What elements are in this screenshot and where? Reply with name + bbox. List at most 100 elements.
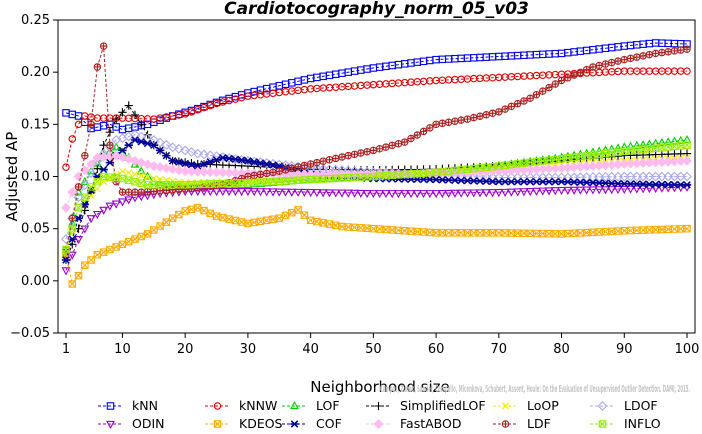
data-point-ldf: [99, 42, 108, 50]
data-point-ldf: [87, 120, 95, 129]
data-point-kdeos: [93, 251, 102, 259]
y-axis-label: Adjusted AP: [3, 132, 21, 222]
y-tick-label: −0.05: [10, 326, 50, 341]
data-point-inflo: [651, 144, 660, 153]
data-point-ldof: [199, 149, 209, 160]
data-point-loop: [137, 172, 145, 180]
data-point-odin: [519, 188, 529, 197]
data-point-fastabod: [217, 167, 228, 178]
data-point-odin: [651, 184, 661, 193]
data-point-odin: [425, 190, 435, 199]
data-point-ldof: [167, 142, 178, 153]
data-point-ldf: [137, 188, 146, 196]
data-point-lof: [312, 174, 322, 183]
data-point-ldf: [131, 188, 139, 196]
data-point-fastabod: [299, 169, 310, 180]
data-point-cof: [243, 157, 253, 165]
legend-label: LDF: [527, 416, 551, 431]
data-point-ldf: [513, 99, 522, 108]
data-point-knn: [288, 79, 296, 87]
data-point-ldf: [551, 80, 560, 88]
data-point-cof: [231, 155, 240, 164]
data-point-ldf: [106, 141, 114, 149]
data-point-ldf: [74, 183, 83, 191]
data-point-ldf: [413, 131, 422, 139]
data-point-odin: [318, 189, 328, 198]
data-point-odin: [538, 187, 548, 196]
data-point-fastabod: [205, 167, 216, 178]
data-point-kdeos: [350, 223, 359, 232]
data-point-loop: [125, 169, 133, 177]
data-point-odin: [274, 188, 284, 197]
data-point-ldf: [570, 71, 578, 79]
data-point-odin: [99, 206, 109, 215]
data-point-odin: [412, 190, 422, 199]
data-point-knnw: [68, 135, 77, 143]
data-point-odin: [601, 186, 610, 195]
data-point-odin: [105, 202, 115, 211]
data-point-odin: [632, 185, 642, 194]
data-point-cof: [118, 146, 127, 155]
legend-item-knnw: kNNW: [205, 398, 277, 413]
data-point-odin: [61, 267, 71, 276]
data-point-lof: [607, 144, 617, 153]
data-point-lof: [638, 140, 648, 149]
data-point-lof: [632, 140, 642, 149]
data-point-ldof: [205, 150, 216, 161]
data-point-knnw: [683, 67, 691, 75]
data-point-odin: [293, 188, 303, 197]
y-tick-label: 0.05: [21, 222, 50, 237]
legend-label: KDEOS: [239, 416, 283, 431]
data-point-kdeos: [300, 211, 309, 219]
data-point-ldf: [651, 49, 660, 58]
data-point-simplifiedlof: [68, 240, 77, 249]
data-point-fastabod: [161, 163, 172, 174]
data-point-odin: [463, 189, 472, 198]
data-point-kdeos: [99, 248, 108, 256]
data-point-lof: [676, 135, 686, 144]
data-point-lof: [651, 138, 661, 147]
data-point-ldf: [495, 108, 503, 116]
data-point-ldf: [394, 139, 403, 148]
data-point-ldf: [595, 61, 603, 70]
data-point-fastabod: [293, 169, 304, 180]
data-point-kdeos: [501, 229, 509, 237]
data-point-kdeos: [193, 204, 202, 212]
data-point-ldf: [400, 138, 409, 146]
data-point-knn: [62, 109, 70, 117]
data-point-odin: [513, 188, 523, 197]
data-point-ldf: [614, 57, 622, 65]
data-point-ldf: [457, 116, 465, 124]
data-point-cof: [162, 151, 171, 160]
data-point-lof: [613, 143, 623, 152]
data-point-kdeos: [331, 221, 340, 230]
data-point-odin: [500, 188, 510, 197]
data-point-odin: [262, 188, 272, 197]
data-point-odin: [588, 186, 598, 195]
data-point-odin: [237, 187, 247, 197]
data-point-inflo: [81, 193, 89, 202]
data-point-kdeos: [570, 229, 578, 238]
data-point-inflo: [131, 177, 139, 186]
data-point-kdeos: [526, 229, 534, 238]
data-point-odin: [619, 185, 629, 195]
x-tick-label: 60: [428, 342, 445, 357]
y-axis: −0.05 0.00 0.05 0.10 0.15 0.20 0.25: [10, 13, 58, 341]
data-point-cof: [124, 141, 133, 149]
data-point-ldf: [564, 74, 572, 82]
data-point-kdeos: [106, 245, 114, 254]
data-point-kdeos: [294, 206, 302, 214]
data-point-odin: [218, 187, 228, 197]
data-point-ldf: [244, 172, 252, 181]
legend-label: LoOP: [527, 398, 559, 413]
data-point-ldf: [319, 157, 327, 165]
data-point-odin: [575, 186, 585, 195]
data-point-odin: [80, 225, 90, 234]
data-point-ldf: [281, 166, 290, 174]
data-point-lof: [644, 139, 654, 148]
data-point-simplifiedlof: [112, 114, 121, 124]
data-point-fastabod: [186, 166, 197, 177]
data-point-kdeos: [576, 229, 585, 237]
data-point-kdeos: [206, 209, 215, 218]
data-point-ldf: [626, 54, 635, 63]
